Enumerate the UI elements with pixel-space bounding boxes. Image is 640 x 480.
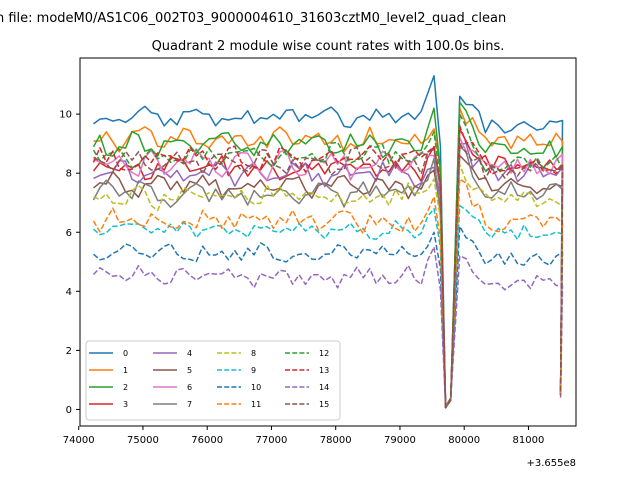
- x-tick-label: 77000: [256, 435, 288, 446]
- legend-label-4: 4: [187, 349, 192, 358]
- x-tick-label: 78000: [320, 435, 352, 446]
- legend-label-14: 14: [319, 383, 329, 392]
- series-line-7: [92, 145, 564, 408]
- legend-label-0: 0: [123, 349, 128, 358]
- series-line-10: [93, 225, 564, 409]
- x-tick-label: 75000: [127, 435, 159, 446]
- x-tick-label: 74000: [63, 435, 95, 446]
- x-tick-label: 79000: [384, 435, 416, 446]
- legend-label-10: 10: [251, 383, 261, 392]
- series-line-0: [93, 74, 564, 408]
- legend-label-13: 13: [319, 366, 329, 375]
- legend-label-3: 3: [123, 400, 128, 409]
- y-tick-label: 4: [66, 287, 72, 298]
- x-tick-label: 80000: [448, 435, 480, 446]
- y-tick-label: 8: [66, 169, 72, 180]
- y-axis: 0 2 4 6 8 10: [59, 110, 80, 416]
- plot-frame: [79, 57, 577, 427]
- plot-lines: [92, 74, 564, 409]
- legend-label-6: 6: [187, 383, 192, 392]
- y-tick-label: 0: [66, 405, 72, 416]
- series-line-11: [92, 178, 564, 409]
- x-tick-label: 76000: [191, 435, 223, 446]
- legend-label-9: 9: [251, 366, 256, 375]
- legend-label-12: 12: [319, 349, 329, 358]
- legend-box: [85, 340, 341, 421]
- series-line-14: [92, 246, 564, 408]
- series-line-6: [93, 136, 564, 409]
- legend-label-8: 8: [251, 349, 256, 358]
- x-axis: 74000 75000 76000 77000 78000 79000 80000 81000: [63, 426, 545, 446]
- figure-suptitle: n file: modeM0/AS1C06_002T03_9000004610_…: [0, 11, 506, 26]
- legend-label-15: 15: [319, 400, 329, 409]
- y-tick-label: 6: [66, 228, 72, 239]
- legend-label-7: 7: [187, 400, 192, 409]
- legend-label-11: 11: [251, 400, 261, 409]
- series-line-4: [93, 142, 564, 408]
- legend-label-2: 2: [123, 383, 128, 392]
- series-line-12: [92, 113, 564, 409]
- x-tick-label: 81000: [513, 435, 545, 446]
- y-tick-label: 10: [59, 110, 72, 121]
- chart-title: Quadrant 2 module wise count rates with …: [152, 39, 505, 54]
- legend-label-5: 5: [187, 366, 192, 375]
- x-axis-offset-label: +3.655e8: [526, 458, 576, 469]
- series-line-1: [93, 107, 564, 408]
- legend-label-1: 1: [123, 366, 128, 375]
- series-line-8: [93, 163, 564, 409]
- series-line-5: [93, 154, 564, 409]
- y-tick-label: 2: [66, 346, 72, 357]
